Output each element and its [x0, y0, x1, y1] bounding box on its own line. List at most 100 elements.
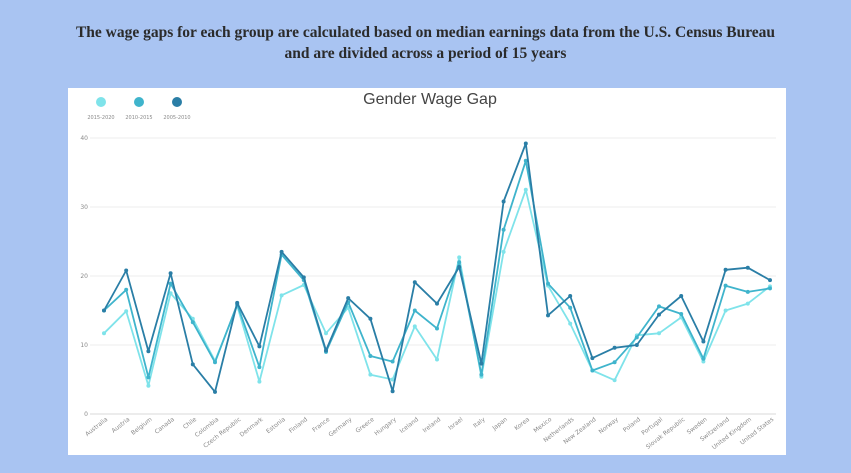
data-point: [146, 349, 151, 354]
x-tick-label: Austria: [110, 416, 131, 435]
data-point: [590, 368, 595, 373]
legend-label: 2005-2010: [163, 115, 190, 121]
data-point: [124, 287, 129, 292]
data-point: [546, 281, 550, 286]
x-tick-label: Slovak Republic: [645, 416, 687, 451]
data-point: [368, 372, 373, 377]
data-point: [523, 158, 528, 163]
data-point: [612, 360, 617, 365]
legend-marker: [96, 97, 106, 107]
x-tick-label: Italy: [472, 416, 487, 430]
data-point: [457, 265, 462, 270]
data-point: [657, 331, 661, 336]
data-point: [368, 354, 373, 359]
data-point: [634, 335, 639, 340]
y-tick-label: 10: [80, 342, 88, 349]
y-tick-label: 40: [80, 135, 88, 142]
data-point: [457, 260, 462, 265]
data-point: [501, 227, 506, 232]
data-point: [324, 331, 328, 336]
data-point: [435, 357, 439, 362]
series-2010-2015: [102, 158, 772, 380]
x-tick-label: Chile: [182, 416, 198, 431]
data-point: [213, 360, 217, 365]
data-point: [501, 199, 506, 204]
data-point: [346, 296, 351, 301]
data-point: [412, 280, 417, 285]
data-point: [102, 331, 106, 336]
x-tick-label: Japan: [491, 416, 509, 433]
y-axis-ticks: 0 10 20 30 40: [80, 135, 88, 418]
data-point: [279, 249, 284, 254]
data-point: [479, 372, 484, 377]
data-point: [412, 308, 417, 313]
data-point: [768, 278, 772, 283]
data-point: [190, 320, 195, 325]
data-point: [146, 375, 151, 380]
data-point: [412, 324, 417, 329]
data-point: [523, 187, 528, 192]
data-point: [590, 356, 595, 361]
chart-title: Gender Wage Gap: [363, 91, 497, 108]
data-point: [612, 345, 617, 350]
y-tick-label: 30: [80, 204, 88, 211]
data-point: [168, 291, 173, 296]
x-tick-label: Korea: [513, 416, 531, 432]
x-tick-label: United Kingdom: [711, 416, 753, 451]
data-point: [723, 267, 728, 272]
chart-legend: 2015-2020 2010-2015 2005-2010: [87, 97, 191, 121]
data-point: [501, 249, 506, 254]
chart-series: [102, 141, 772, 394]
headline-line-2: and are divided across a period of 15 ye…: [284, 45, 567, 62]
x-tick-label: Estonia: [265, 416, 287, 435]
data-point: [257, 379, 262, 384]
data-point: [612, 378, 617, 383]
headline-line-1: The wage gaps for each group are calcula…: [75, 24, 776, 41]
series-2015-2020: [102, 187, 772, 388]
data-point: [723, 308, 728, 313]
data-point: [546, 313, 550, 318]
data-point: [745, 265, 750, 270]
data-point: [390, 389, 395, 394]
data-point: [390, 359, 395, 364]
data-point: [124, 268, 129, 273]
data-point: [723, 283, 728, 288]
x-tick-label: Belgium: [130, 416, 154, 437]
x-tick-label: Canada: [154, 416, 177, 436]
data-point: [235, 300, 240, 305]
data-point: [168, 281, 173, 286]
x-tick-label: Iceland: [399, 416, 421, 435]
x-tick-label: Finland: [288, 416, 309, 435]
data-point: [301, 275, 306, 280]
data-point: [568, 305, 573, 310]
data-point: [190, 362, 195, 367]
legend-marker: [134, 97, 144, 107]
chart-headline: The wage gaps for each group are calcula…: [0, 22, 851, 64]
data-point: [745, 301, 750, 306]
data-point: [701, 359, 706, 364]
legend-label: 2015-2020: [87, 115, 114, 121]
data-point: [657, 304, 661, 309]
data-point: [679, 294, 684, 299]
data-point: [568, 294, 573, 299]
legend-marker: [172, 97, 182, 107]
y-tick-label: 0: [84, 411, 88, 418]
series-2005-2010: [102, 141, 772, 394]
chart-grid: [90, 137, 776, 415]
data-point: [657, 312, 661, 317]
data-point: [324, 348, 328, 353]
y-tick-label: 20: [80, 273, 88, 280]
data-point: [701, 339, 706, 344]
x-tick-label: Denmark: [239, 416, 265, 439]
data-point: [745, 289, 750, 294]
data-point: [701, 356, 706, 361]
data-point: [679, 311, 684, 316]
data-point: [568, 321, 573, 326]
data-point: [435, 326, 439, 331]
data-point: [479, 361, 484, 366]
gender-wage-gap-chart: Gender Wage Gap 2015-2020 2010-2015 2005-2…: [80, 91, 776, 451]
data-point: [213, 389, 217, 394]
data-point: [390, 377, 395, 382]
series-line: [103, 188, 771, 387]
